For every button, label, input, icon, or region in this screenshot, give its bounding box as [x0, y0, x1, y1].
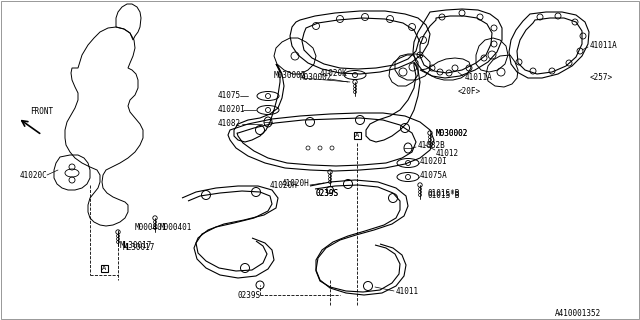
Text: 41020K: 41020K: [320, 68, 348, 77]
Bar: [353, 132, 360, 139]
Text: 41011: 41011: [396, 287, 419, 297]
Text: M030002: M030002: [274, 71, 307, 81]
Text: 41075A: 41075A: [420, 172, 448, 180]
Text: <257>: <257>: [590, 74, 613, 83]
Text: 41020H: 41020H: [270, 180, 298, 189]
Text: <20F>: <20F>: [458, 87, 481, 97]
Text: 41011A: 41011A: [590, 41, 618, 50]
Text: M000401: M000401: [160, 223, 193, 233]
Text: 41020C: 41020C: [20, 171, 48, 180]
Text: A: A: [355, 132, 359, 138]
Text: A: A: [102, 265, 106, 271]
Text: 0239S: 0239S: [238, 291, 261, 300]
Text: 41020I: 41020I: [218, 106, 246, 115]
Text: 41075: 41075: [218, 92, 241, 100]
Text: 0239S: 0239S: [316, 188, 339, 197]
Text: M000401: M000401: [135, 223, 168, 233]
Bar: [100, 265, 108, 271]
Text: FRONT: FRONT: [30, 108, 53, 116]
Text: 0101S*B: 0101S*B: [428, 189, 460, 198]
Text: M030002: M030002: [436, 129, 468, 138]
Text: 41011A: 41011A: [465, 74, 493, 83]
Text: 41012: 41012: [436, 148, 459, 157]
Text: 41082B: 41082B: [418, 140, 445, 149]
Text: ML30017: ML30017: [123, 244, 156, 252]
Text: M030002: M030002: [436, 129, 468, 138]
Text: ML30017: ML30017: [120, 241, 152, 250]
Text: 41020H: 41020H: [282, 179, 310, 188]
Text: 41020I: 41020I: [420, 157, 448, 166]
Text: 41082: 41082: [218, 119, 241, 129]
Text: 0101S*B: 0101S*B: [428, 190, 460, 199]
Text: A410001352: A410001352: [555, 308, 601, 317]
Text: 0239S: 0239S: [316, 189, 339, 198]
Text: M030002: M030002: [300, 74, 332, 83]
